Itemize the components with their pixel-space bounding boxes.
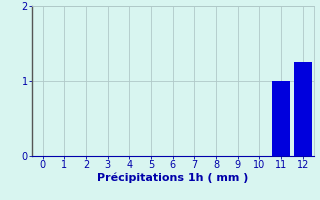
Bar	[272, 81, 290, 156]
X-axis label: Précipitations 1h ( mm ): Précipitations 1h ( mm )	[97, 173, 249, 183]
Bar	[293, 62, 312, 156]
